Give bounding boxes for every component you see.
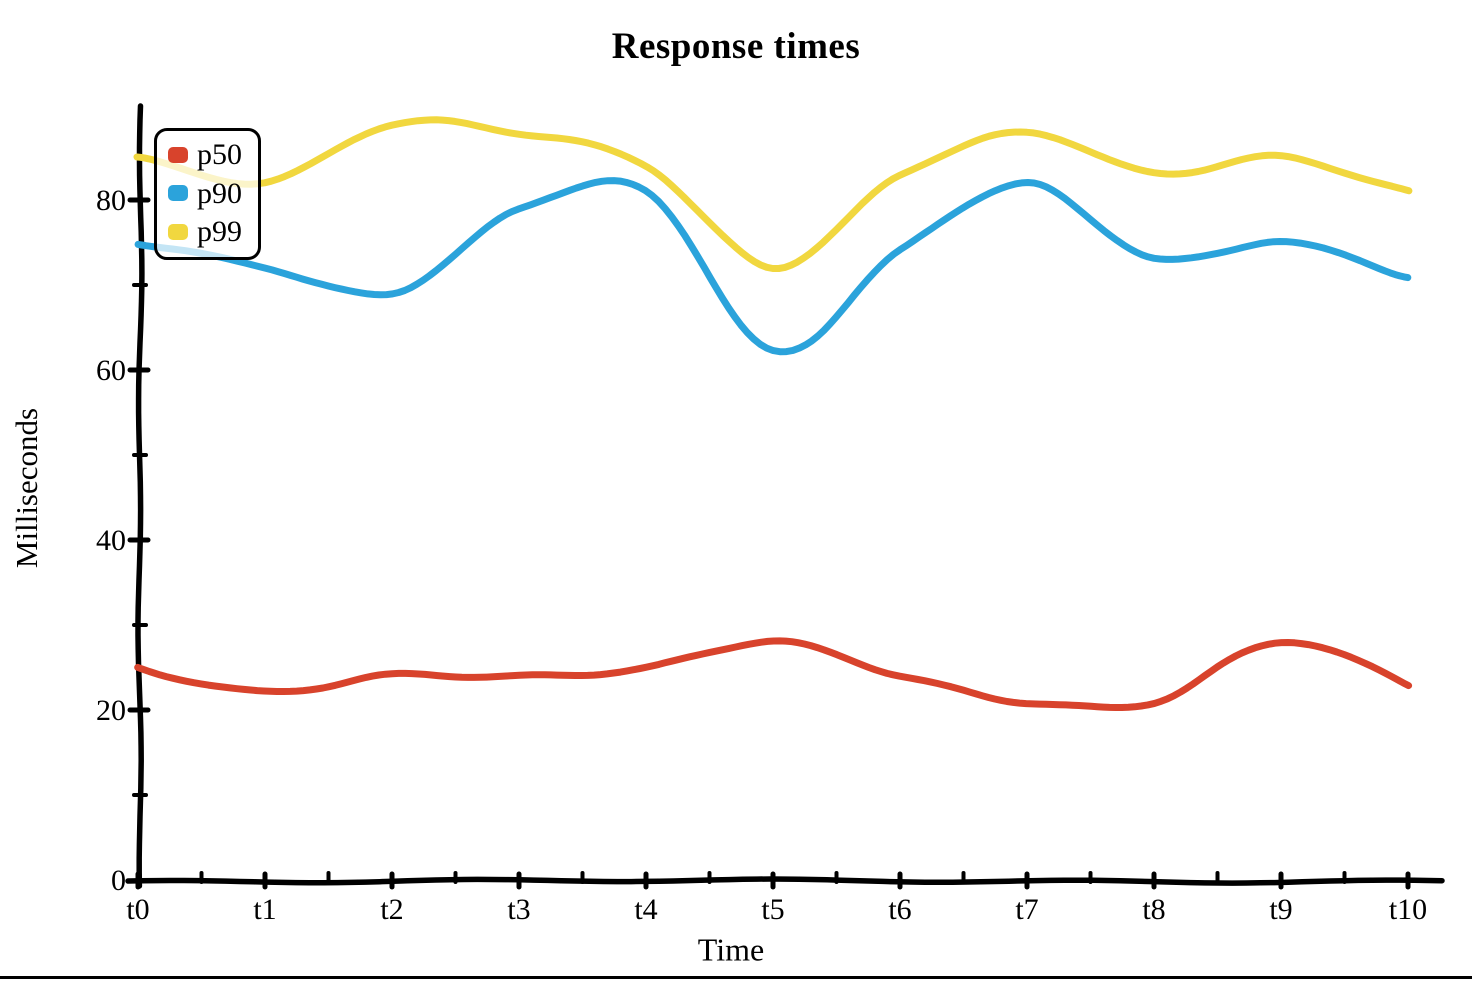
legend-item-p90: p90	[168, 176, 242, 210]
legend-item-p50: p50	[168, 139, 242, 171]
legend: p50 p90 p99	[154, 128, 261, 260]
x-tick-label: t4	[634, 893, 657, 926]
x-tick-label: t0	[126, 893, 149, 926]
y-tick-label: 0	[111, 864, 126, 897]
x-tick-label: t8	[1142, 893, 1165, 926]
legend-label-p50: p50	[197, 138, 242, 171]
legend-label-p90: p90	[197, 176, 242, 210]
x-tick-label: t3	[507, 893, 530, 926]
legend-swatch-p99	[168, 223, 188, 240]
series-line-p50	[134, 637, 1413, 711]
y-tick-label: 80	[96, 184, 126, 217]
series-line-p90	[134, 177, 1412, 356]
series-line-p99	[133, 116, 1413, 272]
y-tick-label: 20	[96, 694, 126, 727]
chart-title: Response times	[611, 26, 861, 67]
x-tick-label: t9	[1269, 893, 1292, 926]
x-axis-label: Time	[697, 931, 765, 968]
y-tick-label: 60	[96, 354, 126, 387]
y-tick-label: 40	[96, 524, 126, 557]
y-axis-label: Milliseconds	[9, 407, 44, 569]
legend-swatch-p50	[168, 146, 188, 163]
x-tick-label: t2	[380, 893, 403, 926]
x-tick-label: t5	[761, 893, 784, 926]
x-tick-label: t1	[253, 893, 276, 926]
bottom-border-line	[0, 976, 1472, 979]
x-tick-label: t7	[1015, 893, 1038, 926]
x-axis-line	[125, 876, 1445, 886]
legend-label-p99: p99	[197, 215, 242, 248]
y-axis-line	[135, 103, 145, 889]
x-tick-label: t10	[1389, 893, 1427, 926]
legend-swatch-p90	[168, 185, 188, 202]
legend-item-p99: p99	[168, 216, 242, 248]
x-tick-label: t6	[888, 893, 911, 926]
